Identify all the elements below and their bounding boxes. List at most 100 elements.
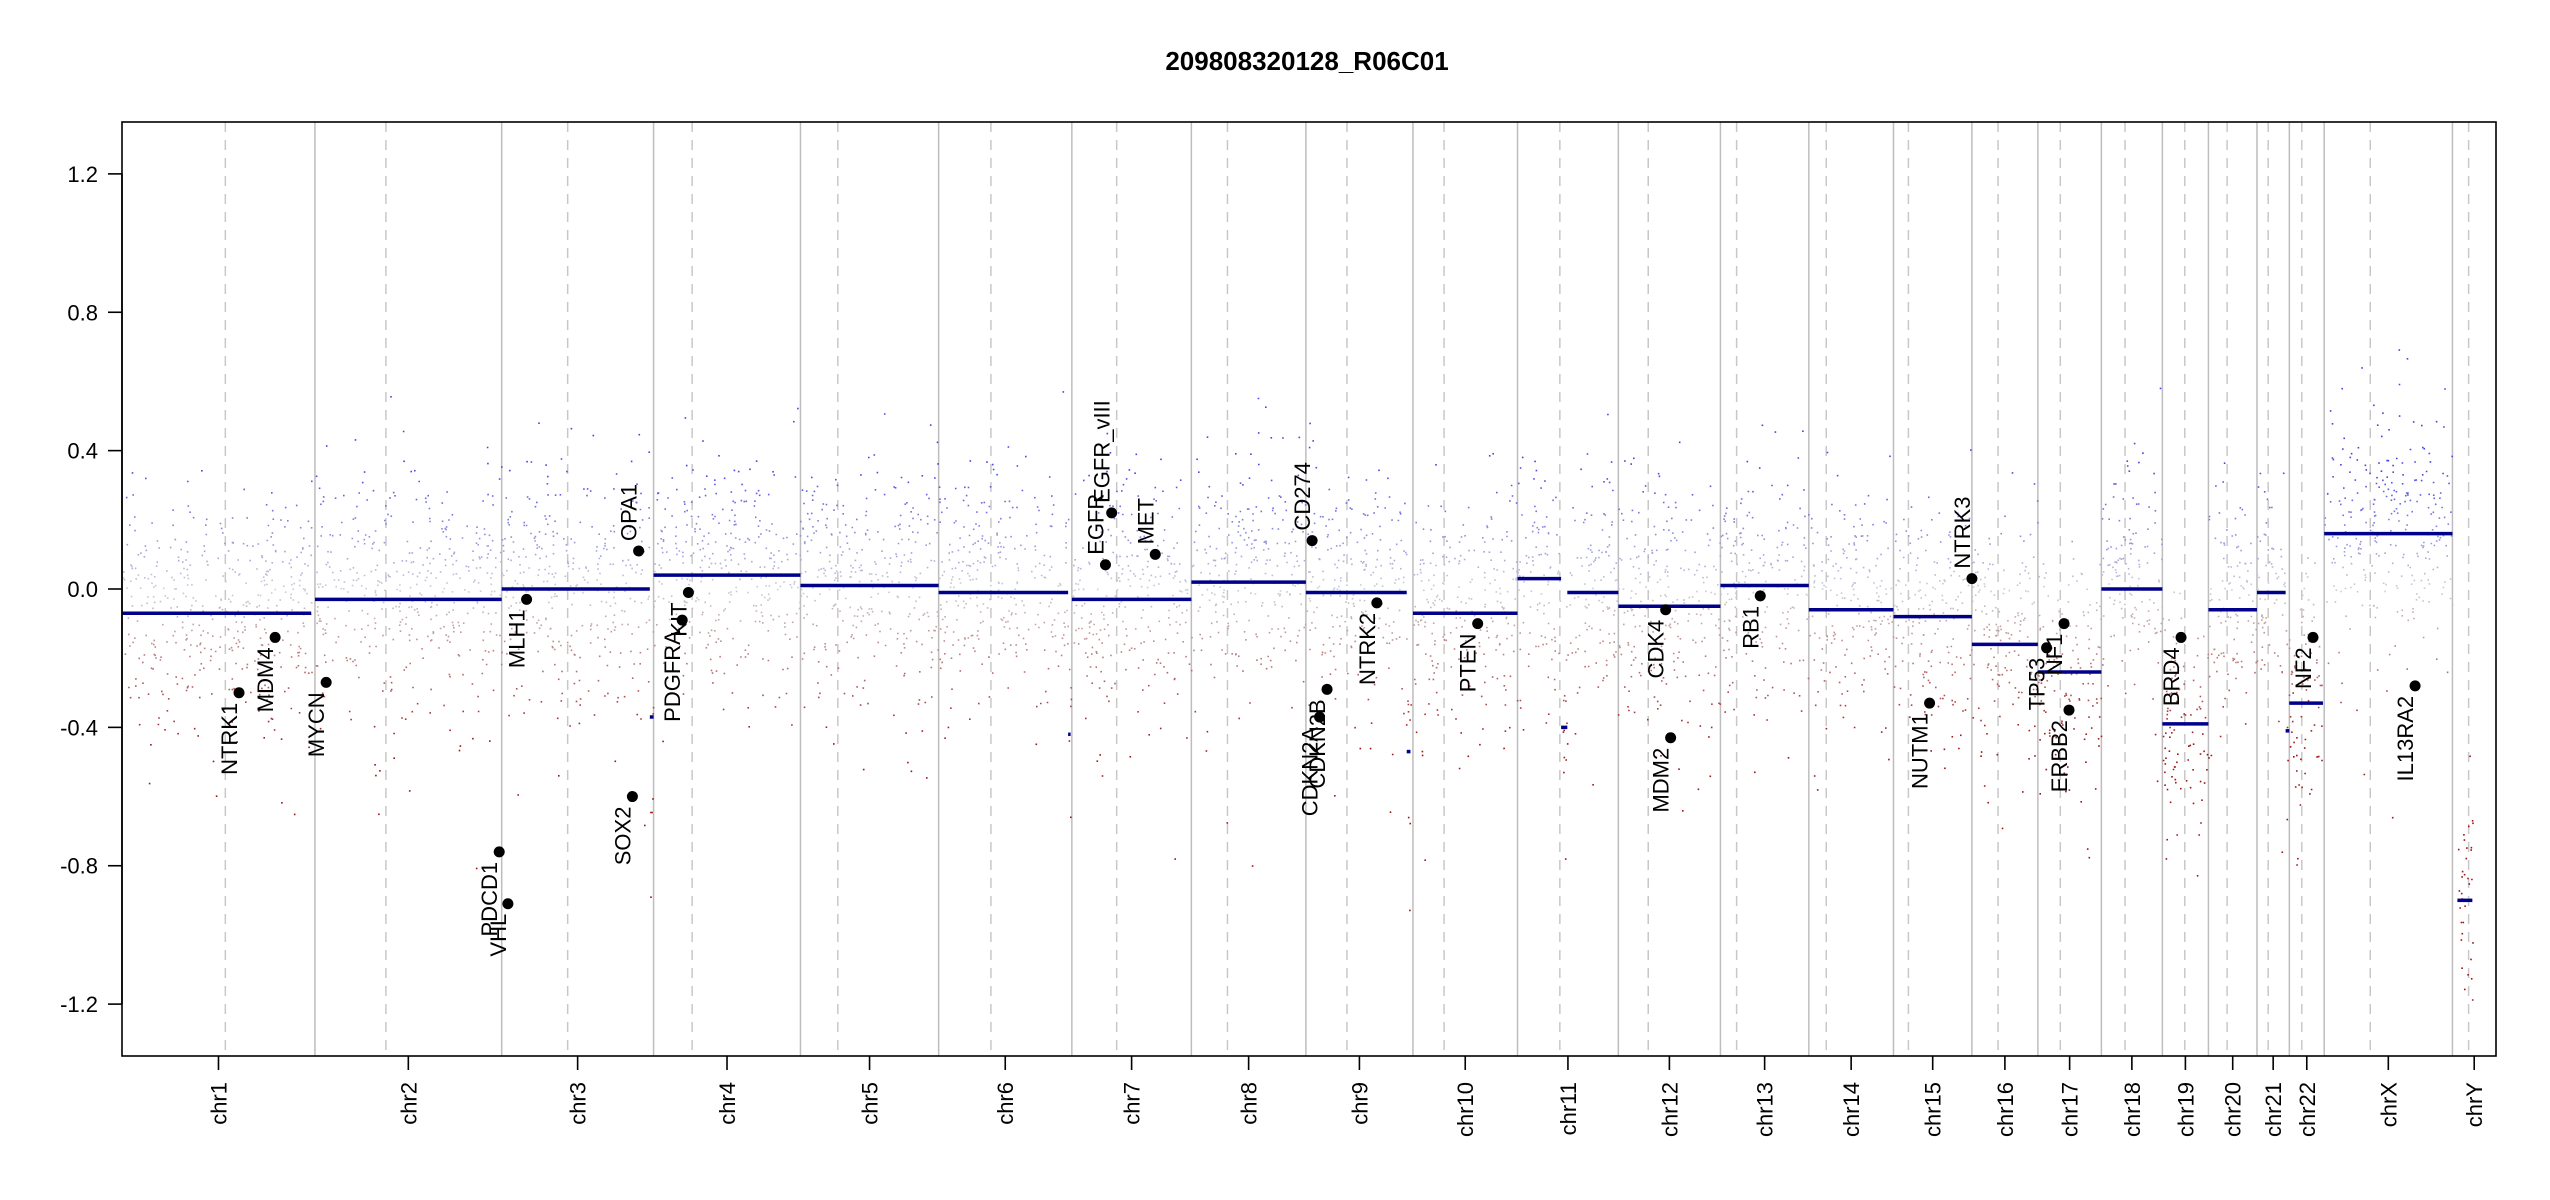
probe-dot-cloud (301, 571, 2376, 574)
probe-dot-cloud (287, 687, 2017, 689)
probe-dot-cloud (833, 743, 2195, 745)
probe-dot-cloud (258, 693, 2068, 697)
probe-dot-cloud (164, 594, 2050, 597)
probe-dot-cloud (806, 512, 2399, 515)
probe-dot-cloud (287, 519, 2400, 522)
probe-dot-cloud (127, 617, 2415, 620)
gene-label: OPA1 (617, 484, 642, 541)
probe-dot-cloud (137, 553, 2405, 557)
probe-dot-cloud (284, 506, 2443, 509)
probe-dot-cloud (834, 602, 2126, 606)
probe-dot-cloud (466, 524, 2438, 528)
probe-dot-cloud (186, 567, 2435, 571)
probe-dot-cloud (131, 567, 2130, 570)
probe-dot-cloud (303, 625, 2146, 628)
probe-dot-cloud (189, 564, 2409, 567)
probe-dot-cloud (200, 650, 2255, 654)
probe-dot-cloud (290, 707, 2202, 710)
x-tick-label-chr13: chr13 (1753, 1082, 1778, 1137)
probe-dot-cloud (261, 687, 2181, 690)
probe-dot-cloud (747, 653, 2098, 655)
probe-dot-cloud (390, 515, 2376, 518)
probe-dot-cloud (166, 672, 2293, 676)
probe-dot-cloud (373, 725, 1713, 729)
probe-dot-cloud (416, 702, 2032, 705)
gene-label: MLH1 (505, 609, 530, 668)
probe-dot-cloud (714, 479, 2423, 482)
probe-dot-cloud (179, 572, 2426, 575)
probe-dot-cloud (921, 730, 2313, 733)
probe-dot-cloud (523, 712, 2185, 715)
x-tick-label-chr14: chr14 (1839, 1082, 1864, 1137)
probe-dot-cloud (647, 680, 1305, 683)
probe-dot-cloud (692, 468, 2368, 471)
probe-dot-cloud (265, 503, 2437, 506)
y-tick-label: 0.0 (67, 577, 98, 602)
probe-dot-cloud (640, 492, 2431, 496)
gene-point (1314, 711, 1326, 723)
gene-point (233, 687, 245, 699)
probe-dot-cloud (547, 475, 2388, 478)
probe-dot-cloud (439, 552, 2418, 556)
probe-dot-cloud (200, 662, 2092, 665)
gene-point (1371, 597, 1383, 609)
probe-dot-cloud (334, 497, 2441, 500)
probe-dot-cloud (235, 642, 1391, 645)
gene-point (1106, 507, 1118, 519)
probe-dot-cloud (138, 723, 2201, 726)
probe-dot-cloud (217, 557, 2427, 560)
gene-point (1924, 697, 1936, 709)
probe-dot-cloud (185, 638, 2235, 641)
gene-point (676, 614, 688, 626)
probe-dot-cloud (425, 500, 2418, 504)
gene-point (493, 846, 505, 858)
probe-dot-cloud (186, 550, 2429, 554)
probe-dot-cloud (682, 674, 2320, 677)
x-tick-label-chrY: chrY (2462, 1082, 2487, 1128)
probe-dot-cloud (136, 619, 2314, 623)
probe-dot-cloud (161, 690, 2168, 693)
probe-dot-cloud (507, 558, 2431, 561)
probe-dot-cloud (341, 521, 2375, 524)
probe-dot-cloud (303, 537, 2358, 540)
probe-dot-cloud (449, 675, 2211, 678)
probe-dot-cloud (372, 489, 2385, 493)
probe-dot-cloud (354, 545, 2338, 548)
probe-dot-cloud (363, 471, 2394, 474)
probe-dot-cloud (1409, 719, 1982, 722)
gene-label: PDGFRA (660, 630, 685, 722)
probe-dot-cloud (1602, 677, 2311, 679)
probe-dot-cloud (446, 490, 2398, 493)
x-tick-label-chr18: chr18 (2120, 1082, 2145, 1137)
probe-dot-cloud (671, 476, 2378, 479)
probe-dot-cloud (315, 474, 2449, 478)
probe-dot-cloud (175, 676, 2319, 679)
probe-dot-cloud (135, 677, 1499, 681)
probe-dot-cloud (278, 651, 2340, 655)
gene-point (269, 631, 281, 643)
probe-dot-cloud (266, 698, 2090, 702)
probe-dot-cloud (744, 489, 2396, 492)
gene-point (1472, 618, 1484, 630)
probe-dot-cloud (177, 732, 2204, 735)
gene-point (2058, 618, 2070, 630)
probe-dot-cloud (122, 577, 2046, 580)
probe-dot-cloud (162, 623, 2150, 626)
x-tick-label-chr10: chr10 (1453, 1082, 1478, 1137)
probe-dot-cloud (131, 565, 2230, 568)
probe-dot-cloud (345, 624, 2089, 627)
probe-dot-cloud (1102, 656, 1995, 659)
y-tick-label: -0.8 (60, 854, 98, 879)
probe-dot-cloud (290, 566, 2439, 569)
gene-point (2175, 631, 2187, 643)
gene-label: MDM4 (253, 647, 278, 712)
probe-dot-cloud (231, 720, 2294, 723)
probe-dot-cloud (173, 587, 2306, 591)
probe-dot-cloud (173, 720, 2063, 723)
probe-dot-cloud (145, 477, 1609, 480)
probe-dot-cloud (773, 474, 2424, 477)
gene-label: EGFR (1083, 494, 1108, 555)
probe-dot-cloud (1444, 510, 2396, 513)
probe-dot-cloud (242, 603, 2454, 607)
probe-dot-cloud (308, 671, 2256, 675)
